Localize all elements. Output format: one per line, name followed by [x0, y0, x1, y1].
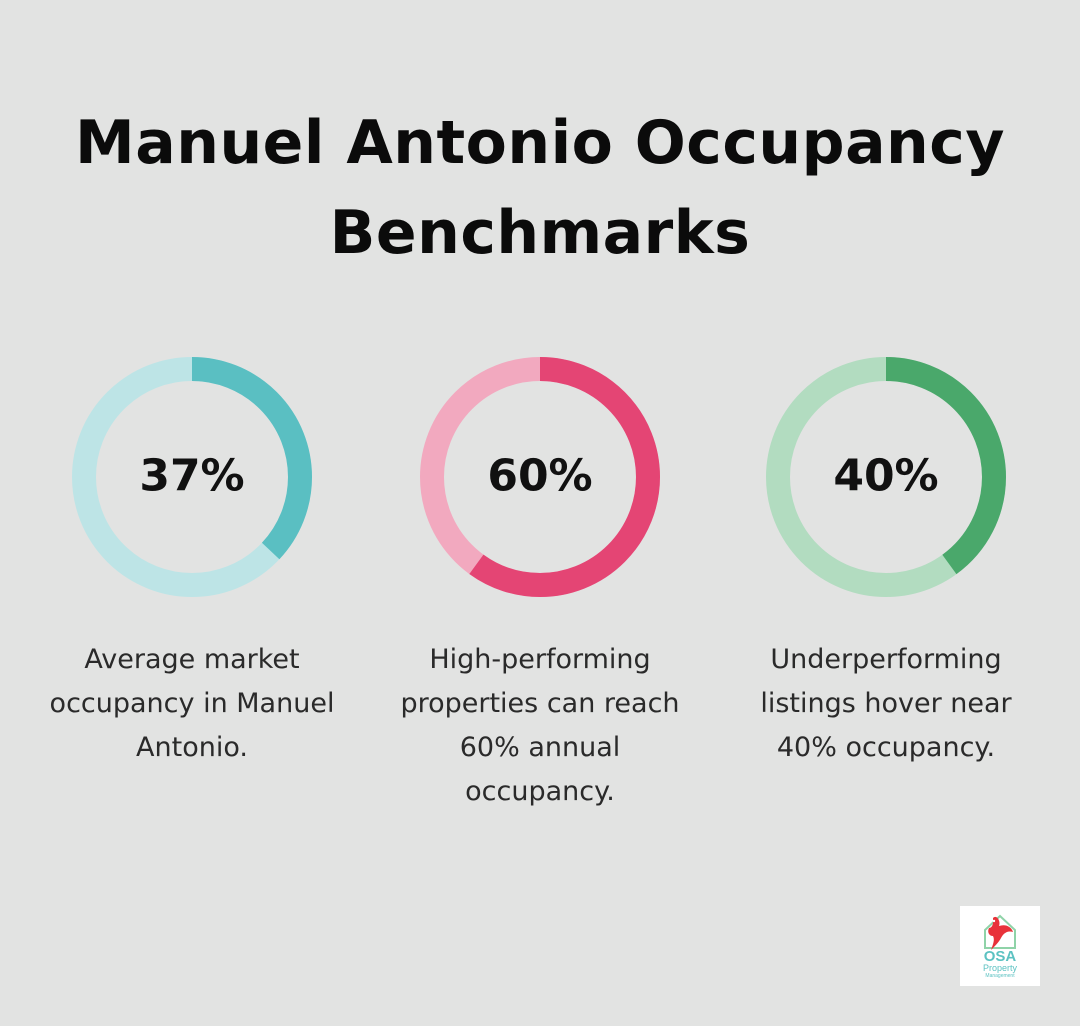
donut-value-2: 60%	[487, 451, 592, 502]
stat-description-3: Underperforming listings hover near 40% …	[716, 638, 1056, 770]
description-line: Average market	[84, 644, 300, 675]
donut-chart-2: 60%	[420, 357, 660, 597]
description-line: properties can reach	[400, 688, 680, 719]
page-title: Manuel Antonio Occupancy Benchmarks	[0, 98, 1080, 278]
description-line: Underperforming	[770, 644, 1002, 675]
description-line: 40% occupancy.	[776, 732, 996, 763]
donut-chart-1: 37%	[72, 357, 312, 597]
stat-card-3: 40% Underperforming listings hover near …	[716, 352, 1056, 770]
donut-value-3: 40%	[833, 451, 938, 502]
title-line-2: Benchmarks	[329, 198, 751, 268]
stat-description-2: High-performing properties can reach 60%…	[370, 638, 710, 814]
logo-subtitle: Property	[982, 963, 1017, 973]
description-line: listings hover near	[760, 688, 1012, 719]
description-line: 60% annual	[459, 732, 621, 763]
company-logo: OSA Property Management	[960, 906, 1040, 986]
donut-arc-1	[72, 357, 312, 597]
description-line: High-performing	[429, 644, 651, 675]
donut-arc-2	[420, 357, 660, 597]
bird-house-icon	[984, 914, 1016, 950]
logo-name: OSA	[983, 948, 1017, 965]
stat-description-1: Average market occupancy in Manuel Anton…	[22, 638, 362, 770]
description-line: occupancy in Manuel	[49, 688, 335, 719]
description-line: occupancy.	[465, 776, 615, 807]
stat-card-2: 60% High-performing properties can reach…	[370, 352, 710, 814]
donut-arc-3	[766, 357, 1006, 597]
donut-value-1: 37%	[139, 451, 244, 502]
logo-subtitle-small: Management	[985, 973, 1015, 979]
donut-chart-3: 40%	[766, 357, 1006, 597]
title-line-1: Manuel Antonio Occupancy	[75, 108, 1005, 178]
stat-card-1: 37% Average market occupancy in Manuel A…	[22, 352, 362, 770]
description-line: Antonio.	[136, 732, 248, 763]
